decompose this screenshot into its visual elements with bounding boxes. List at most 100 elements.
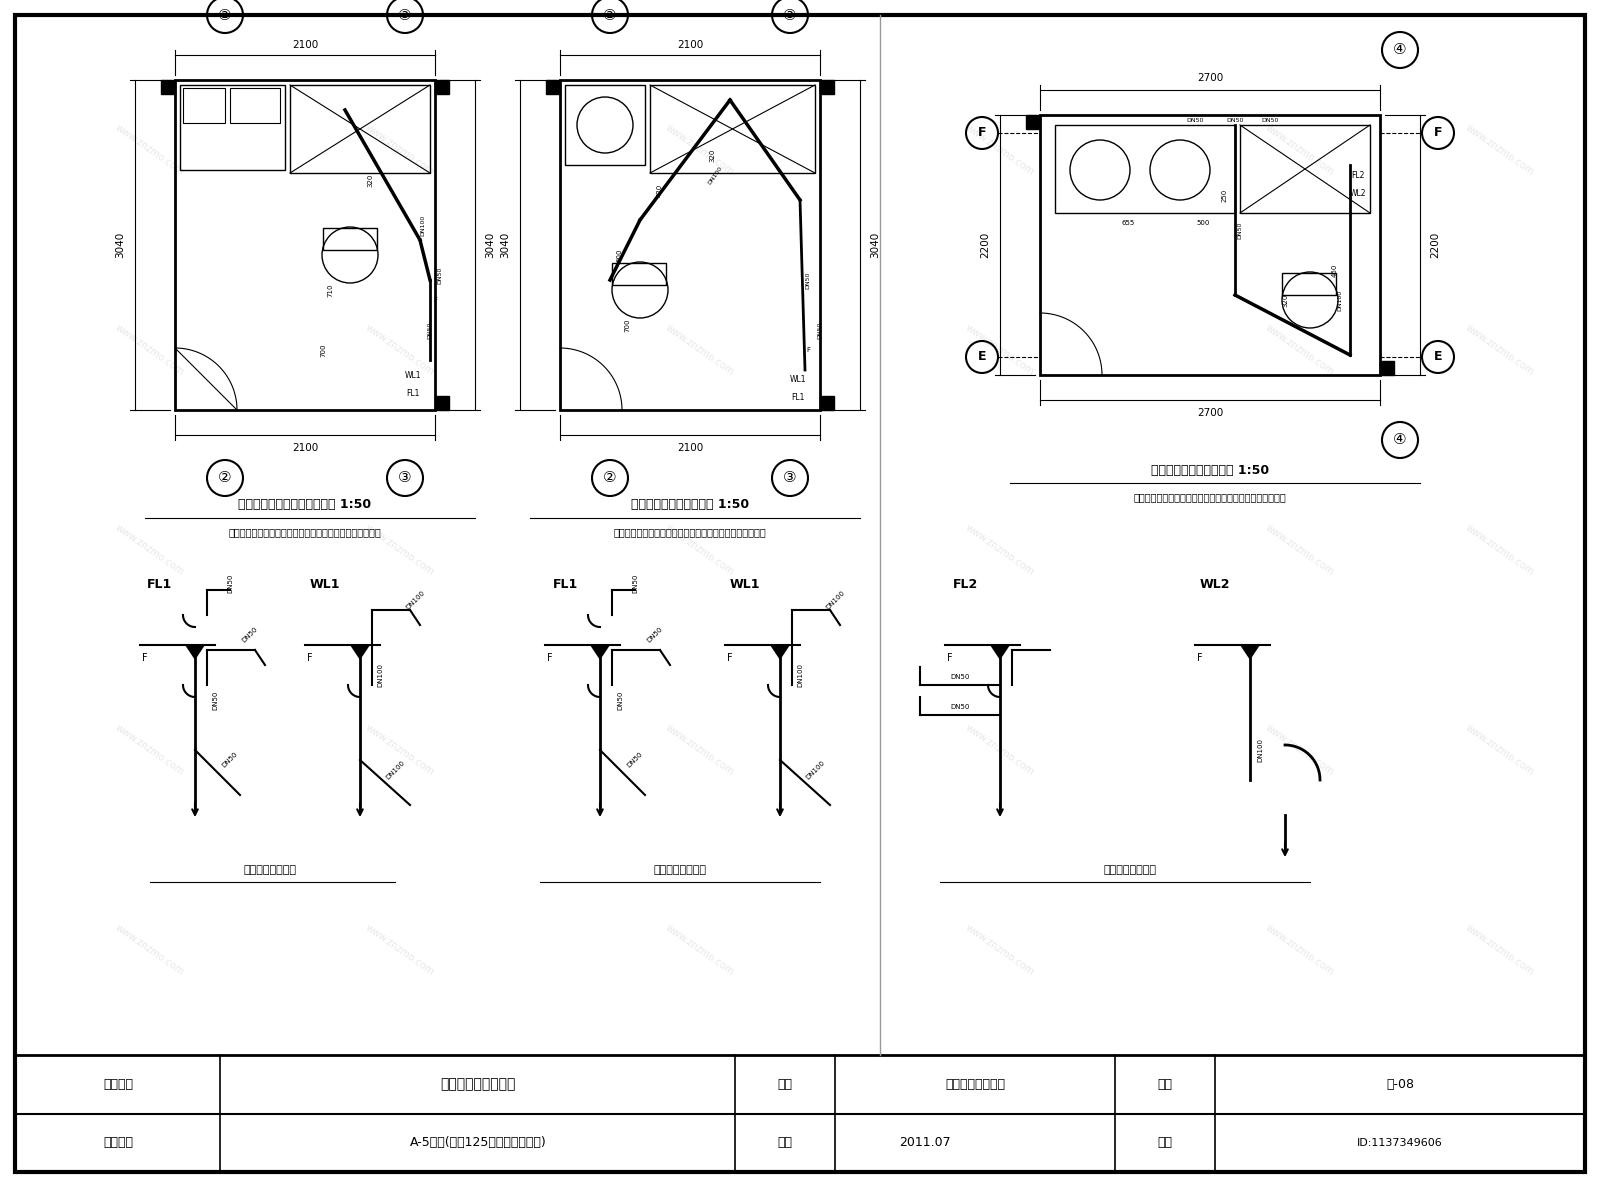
Text: ③: ③ bbox=[398, 7, 411, 23]
Text: www.znzmo.com: www.znzmo.com bbox=[664, 122, 736, 177]
Bar bbox=[546, 80, 560, 94]
Text: DN50: DN50 bbox=[437, 266, 443, 284]
Text: F: F bbox=[142, 653, 147, 664]
Text: 2100: 2100 bbox=[677, 443, 702, 453]
Text: DN50: DN50 bbox=[427, 322, 432, 338]
Text: www.znzmo.com: www.znzmo.com bbox=[1264, 922, 1336, 977]
Text: 卫生间平面管道布置详图 1:50: 卫生间平面管道布置详图 1:50 bbox=[630, 499, 749, 512]
Text: 注：卫生间内给水管由用户根据实际使用需要在装修时布置: 注：卫生间内给水管由用户根据实际使用需要在装修时布置 bbox=[614, 527, 766, 537]
Text: FL2: FL2 bbox=[1352, 171, 1365, 179]
Bar bbox=[1054, 125, 1235, 212]
Text: 460: 460 bbox=[1331, 264, 1338, 277]
Text: www.znzmo.com: www.znzmo.com bbox=[1464, 522, 1536, 577]
Text: F: F bbox=[1197, 653, 1203, 664]
Text: 水-08: 水-08 bbox=[1386, 1078, 1414, 1091]
Text: 2700: 2700 bbox=[1197, 408, 1222, 418]
Text: DN50: DN50 bbox=[227, 573, 234, 592]
Polygon shape bbox=[770, 645, 790, 660]
Text: 2100: 2100 bbox=[291, 443, 318, 453]
Text: 2100: 2100 bbox=[677, 40, 702, 50]
Polygon shape bbox=[590, 645, 610, 660]
Text: www.znzmo.com: www.znzmo.com bbox=[114, 122, 186, 177]
Text: F: F bbox=[978, 127, 986, 140]
Polygon shape bbox=[1240, 645, 1261, 660]
Text: F: F bbox=[1434, 127, 1442, 140]
Text: FL1: FL1 bbox=[792, 394, 805, 402]
Text: 3040: 3040 bbox=[115, 231, 125, 258]
Text: DN50: DN50 bbox=[221, 751, 238, 769]
Text: DN50: DN50 bbox=[211, 691, 218, 710]
Bar bbox=[611, 264, 666, 285]
Text: DN100: DN100 bbox=[405, 590, 426, 610]
Bar bbox=[560, 80, 819, 410]
Text: WL2: WL2 bbox=[1200, 578, 1230, 591]
Text: DN100: DN100 bbox=[384, 760, 406, 781]
Polygon shape bbox=[350, 645, 370, 660]
Text: FL1: FL1 bbox=[406, 388, 419, 398]
Bar bbox=[323, 228, 378, 250]
Text: 2700: 2700 bbox=[1197, 72, 1222, 83]
Text: 卫生间排水系统图: 卫生间排水系统图 bbox=[1104, 865, 1157, 875]
Bar bbox=[565, 85, 645, 165]
Text: ③: ③ bbox=[398, 470, 411, 485]
Bar bbox=[819, 396, 834, 410]
Text: DN100: DN100 bbox=[805, 760, 826, 781]
Text: 3040: 3040 bbox=[499, 231, 510, 258]
Text: F: F bbox=[806, 347, 810, 353]
Text: F: F bbox=[547, 653, 554, 664]
Text: 700: 700 bbox=[320, 343, 326, 357]
Text: DN50: DN50 bbox=[1226, 118, 1243, 122]
Text: 2100: 2100 bbox=[291, 40, 318, 50]
Text: DN100: DN100 bbox=[824, 590, 846, 610]
Text: www.znzmo.com: www.znzmo.com bbox=[1264, 122, 1336, 177]
Bar bbox=[650, 85, 814, 173]
Text: FL1: FL1 bbox=[147, 578, 173, 591]
Bar bbox=[1040, 115, 1379, 375]
Text: DN100: DN100 bbox=[707, 165, 723, 185]
Bar bbox=[435, 80, 450, 94]
Text: 320: 320 bbox=[1282, 293, 1288, 306]
Text: F: F bbox=[947, 653, 954, 664]
Text: 500: 500 bbox=[1197, 220, 1210, 226]
Text: 卫生间平面管道布置详图 1:50: 卫生间平面管道布置详图 1:50 bbox=[1150, 463, 1269, 476]
Bar bbox=[1240, 125, 1370, 212]
Bar bbox=[174, 80, 435, 410]
Text: WL1: WL1 bbox=[790, 375, 806, 385]
Text: www.znzmo.com: www.znzmo.com bbox=[1464, 122, 1536, 177]
Text: www.znzmo.com: www.znzmo.com bbox=[963, 122, 1037, 177]
Text: 底层卫生间平面管道布置详图 1:50: 底层卫生间平面管道布置详图 1:50 bbox=[238, 499, 371, 512]
Text: www.znzmo.com: www.znzmo.com bbox=[1264, 723, 1336, 777]
Text: 2011.07: 2011.07 bbox=[899, 1136, 950, 1149]
Text: 注：卫生间内给水管由用户根据实际使用需要在装修时布置: 注：卫生间内给水管由用户根据实际使用需要在装修时布置 bbox=[1134, 491, 1286, 502]
Text: ④: ④ bbox=[1394, 432, 1406, 447]
Text: WL1: WL1 bbox=[730, 578, 760, 591]
Text: WL2: WL2 bbox=[1350, 189, 1366, 197]
Text: DN50: DN50 bbox=[632, 573, 638, 592]
Text: 2200: 2200 bbox=[979, 231, 990, 258]
Text: DN50: DN50 bbox=[950, 674, 970, 680]
Bar bbox=[1026, 115, 1040, 129]
Text: 250: 250 bbox=[1222, 189, 1229, 202]
Text: 700: 700 bbox=[624, 318, 630, 331]
Bar bbox=[819, 80, 834, 94]
Text: DN50: DN50 bbox=[242, 626, 259, 645]
Bar bbox=[179, 85, 285, 170]
Text: ②: ② bbox=[218, 470, 232, 485]
Text: 600: 600 bbox=[618, 248, 622, 262]
Text: DN50: DN50 bbox=[950, 704, 970, 710]
Text: WL1: WL1 bbox=[405, 370, 421, 380]
Bar bbox=[1379, 361, 1394, 375]
Text: www.znzmo.com: www.znzmo.com bbox=[1264, 323, 1336, 377]
Bar bbox=[162, 80, 174, 94]
Text: DN100: DN100 bbox=[421, 215, 426, 236]
Text: www.znzmo.com: www.znzmo.com bbox=[1264, 522, 1336, 577]
Text: 420: 420 bbox=[658, 183, 662, 197]
Text: www.znzmo.com: www.znzmo.com bbox=[963, 323, 1037, 377]
Text: 图号: 图号 bbox=[1157, 1078, 1173, 1091]
Text: www.znzmo.com: www.znzmo.com bbox=[363, 723, 437, 777]
Text: 注：卫生间内给水管由用户根据实际使用需要在装修时布置: 注：卫生间内给水管由用户根据实际使用需要在装修时布置 bbox=[229, 527, 381, 537]
Text: 卫生间排水系统图: 卫生间排水系统图 bbox=[243, 865, 296, 875]
Text: E: E bbox=[1434, 350, 1442, 363]
Text: F: F bbox=[307, 653, 314, 664]
Text: www.znzmo.com: www.znzmo.com bbox=[664, 522, 736, 577]
